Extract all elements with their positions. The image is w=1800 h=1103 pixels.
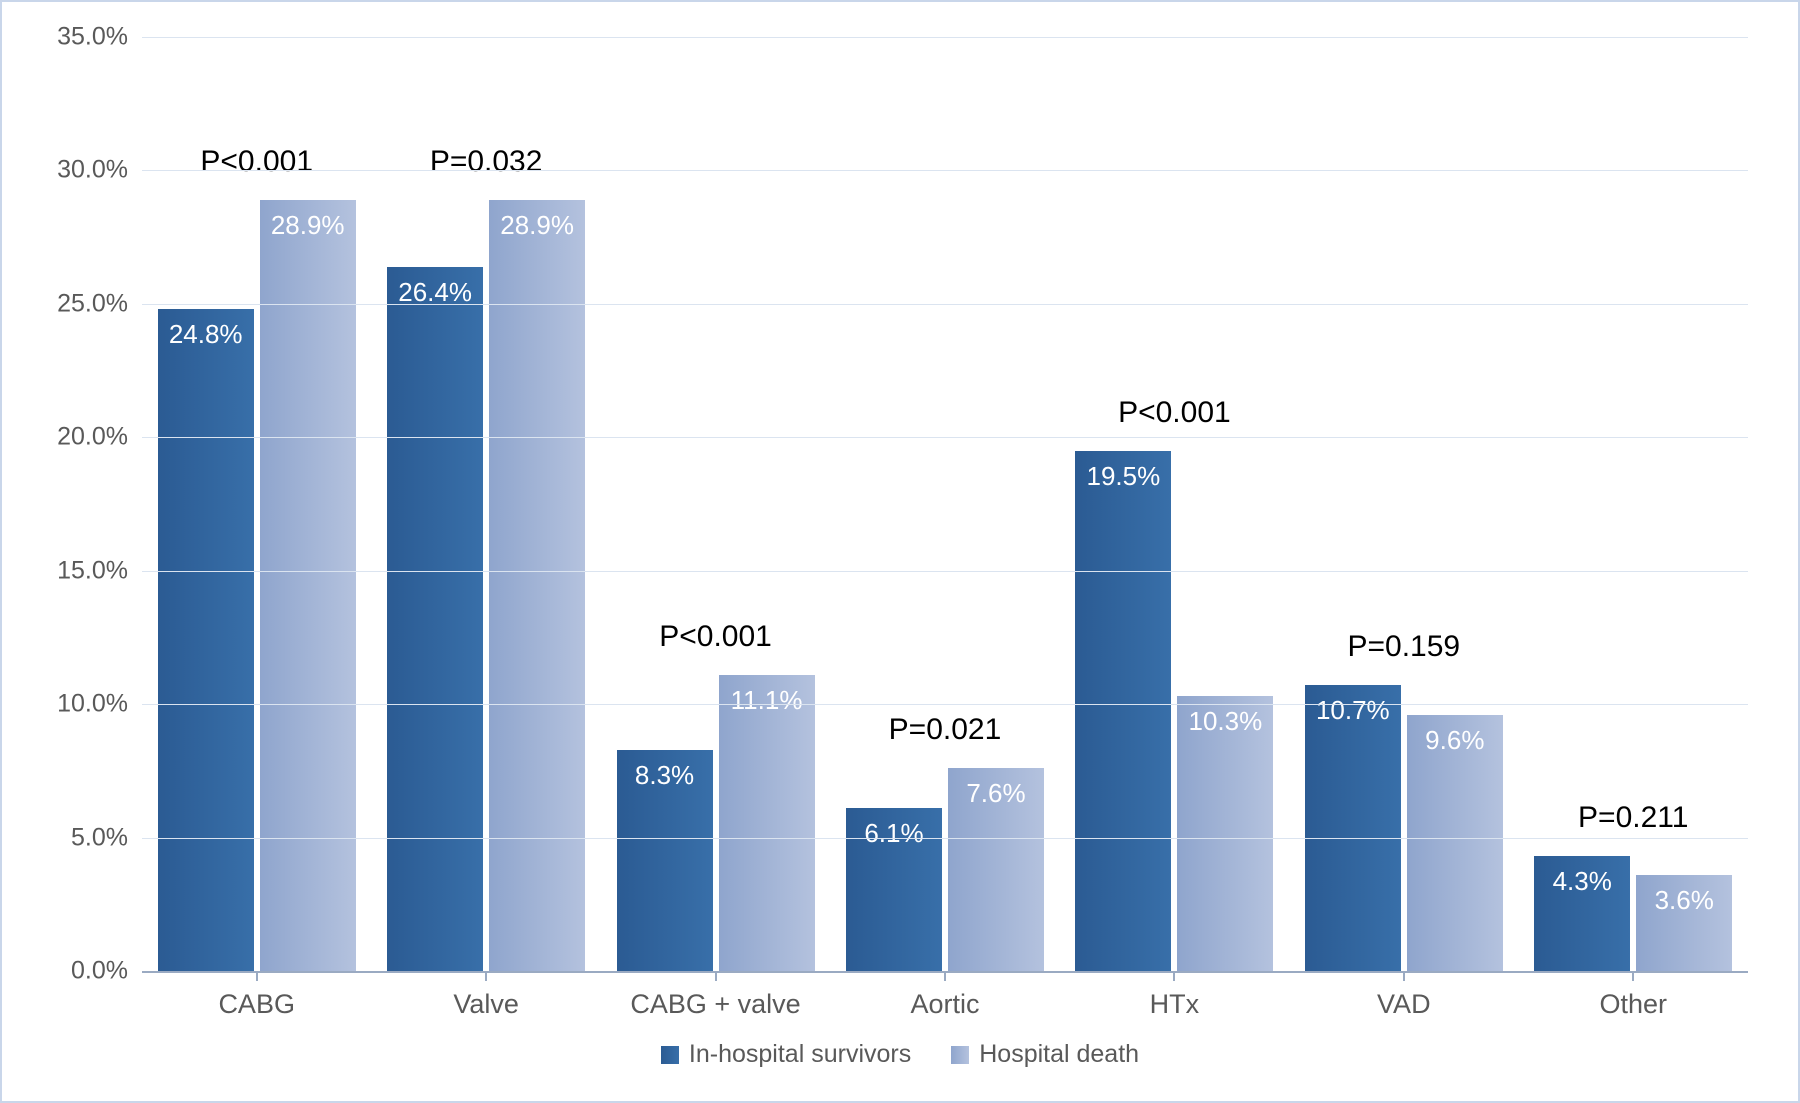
bar-value-label: 10.7%	[1305, 695, 1401, 726]
bar-value-label: 6.1%	[846, 818, 942, 849]
bar-group: 4.3%3.6%OtherP=0.211	[1519, 37, 1748, 971]
plot-area: 24.8%28.9%CABGP<0.00126.4%28.9%ValveP=0.…	[142, 37, 1748, 971]
bar-group: 26.4%28.9%ValveP=0.032	[371, 37, 600, 971]
category-label: Aortic	[910, 989, 979, 1020]
bar-value-label: 28.9%	[489, 210, 585, 241]
bar-value-label: 26.4%	[387, 277, 483, 308]
bar-death: 7.6%	[948, 768, 1044, 971]
x-axis-baseline	[142, 971, 1748, 973]
category-label: HTx	[1150, 989, 1200, 1020]
bar-value-label: 11.1%	[719, 685, 815, 716]
gridline	[142, 170, 1748, 171]
bar-value-label: 3.6%	[1636, 885, 1732, 916]
category-label: CABG	[218, 989, 295, 1020]
bar-survivors: 19.5%	[1075, 451, 1171, 971]
y-axis-label: 15.0%	[57, 556, 142, 585]
legend-swatch	[661, 1046, 679, 1064]
bar-value-label: 28.9%	[260, 210, 356, 241]
bar-value-label: 4.3%	[1534, 866, 1630, 897]
bar-survivors: 26.4%	[387, 267, 483, 972]
category-label: CABG + valve	[630, 989, 800, 1020]
p-value-label: P<0.001	[1118, 396, 1231, 430]
y-axis-label: 35.0%	[57, 23, 142, 52]
p-value-label: P<0.001	[659, 620, 772, 654]
bar-group: 10.7%9.6%VADP=0.159	[1289, 37, 1518, 971]
plot-wrapper: 24.8% 28.9% CABG P<0.001 26.4% 28.9% Valve P=0.…	[32, 27, 1768, 1081]
gridline	[142, 838, 1748, 839]
gridline	[142, 37, 1748, 38]
bar-group: 8.3%11.1%CABG + valveP<0.001	[601, 37, 830, 971]
gridline	[142, 704, 1748, 705]
p-value-label: P<0.001	[200, 145, 313, 179]
gridline	[142, 571, 1748, 572]
bar-group: 6.1%7.6%AorticP=0.021	[830, 37, 1059, 971]
chart-container: 24.8% 28.9% CABG P<0.001 26.4% 28.9% Valve P=0.…	[0, 0, 1800, 1103]
bar-survivors: 10.7%	[1305, 685, 1401, 971]
gridline	[142, 304, 1748, 305]
bar-value-label: 24.8%	[158, 319, 254, 350]
y-axis-label: 30.0%	[57, 156, 142, 185]
gridline	[142, 437, 1748, 438]
legend-swatch	[951, 1046, 969, 1064]
category-label: Other	[1599, 989, 1667, 1020]
legend-label: Hospital death	[979, 1040, 1139, 1069]
bar-survivors: 8.3%	[617, 750, 713, 971]
p-value-label: P=0.159	[1348, 630, 1461, 664]
bar-groups: 24.8%28.9%CABGP<0.00126.4%28.9%ValveP=0.…	[142, 37, 1748, 971]
legend: In-hospital survivors Hospital death	[32, 1040, 1768, 1069]
p-value-label: P=0.211	[1578, 801, 1688, 835]
p-value-label: P=0.032	[430, 145, 543, 179]
category-label: VAD	[1377, 989, 1431, 1020]
category-label: Valve	[453, 989, 519, 1020]
bar-death: 9.6%	[1407, 715, 1503, 971]
bar-survivors: 6.1%	[846, 808, 942, 971]
y-axis-label: 0.0%	[71, 957, 142, 986]
bar-group: 19.5%10.3%HTxP<0.001	[1060, 37, 1289, 971]
y-axis-label: 10.0%	[57, 690, 142, 719]
bar-group: 24.8%28.9%CABGP<0.001	[142, 37, 371, 971]
bar-value-label: 8.3%	[617, 760, 713, 791]
bar-death: 28.9%	[260, 200, 356, 971]
p-value-label: P=0.021	[889, 713, 1002, 747]
y-axis-label: 25.0%	[57, 289, 142, 318]
bar-survivors: 24.8%	[158, 309, 254, 971]
bar-death: 28.9%	[489, 200, 585, 971]
bar-death: 10.3%	[1177, 696, 1273, 971]
bar-value-label: 9.6%	[1407, 725, 1503, 756]
legend-item: In-hospital survivors	[661, 1040, 911, 1069]
y-axis-label: 20.0%	[57, 423, 142, 452]
bar-value-label: 19.5%	[1075, 461, 1171, 492]
bar-death: 11.1%	[719, 675, 815, 971]
legend-item: Hospital death	[951, 1040, 1139, 1069]
legend-label: In-hospital survivors	[689, 1040, 911, 1069]
bar-survivors: 4.3%	[1534, 856, 1630, 971]
bar-value-label: 10.3%	[1177, 706, 1273, 737]
bar-value-label: 7.6%	[948, 778, 1044, 809]
y-axis-label: 5.0%	[71, 823, 142, 852]
bar-death: 3.6%	[1636, 875, 1732, 971]
